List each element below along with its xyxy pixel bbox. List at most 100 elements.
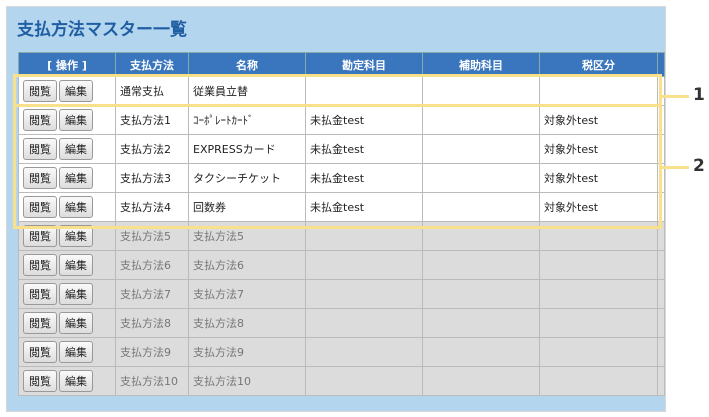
sub-account-cell — [422, 163, 540, 193]
page-title: 支払方法マスター一覧 — [17, 20, 187, 40]
sub-account-cell — [422, 250, 540, 280]
name-cell: 支払方法10 — [188, 366, 306, 396]
edit-button[interactable]: 編集 — [59, 341, 93, 363]
table-row: 閲覧 編集 支払方法10 支払方法10 — [18, 366, 665, 396]
method-cell: 通常支払 — [115, 76, 189, 106]
method-cell: 支払方法3 — [115, 163, 189, 193]
name-cell: EXPRESSカード — [188, 134, 306, 164]
tax-cell — [539, 76, 658, 106]
sub-account-cell — [422, 134, 540, 164]
extra-cell — [657, 279, 665, 309]
extra-cell — [657, 337, 665, 367]
callout-line-2 — [661, 166, 689, 169]
tax-cell — [539, 308, 658, 338]
name-cell: 従業員立替 — [188, 76, 306, 106]
table-row: 閲覧 編集 支払方法7 支払方法7 — [18, 279, 665, 309]
actions-cell: 閲覧 編集 — [18, 105, 116, 135]
view-button[interactable]: 閲覧 — [23, 283, 57, 305]
edit-button[interactable]: 編集 — [59, 254, 93, 276]
actions-cell: 閲覧 編集 — [18, 76, 116, 106]
account-cell — [305, 366, 423, 396]
extra-cell — [657, 308, 665, 338]
account-cell: 未払金test — [305, 134, 423, 164]
extra-cell — [657, 366, 665, 396]
view-button[interactable]: 閲覧 — [23, 254, 57, 276]
highlight-box-1 — [13, 74, 662, 107]
edit-button[interactable]: 編集 — [59, 80, 93, 102]
sub-account-cell — [422, 366, 540, 396]
account-cell — [305, 337, 423, 367]
view-button[interactable]: 閲覧 — [23, 109, 57, 131]
sub-account-cell — [422, 279, 540, 309]
edit-button[interactable]: 編集 — [59, 225, 93, 247]
name-cell: 支払方法7 — [188, 279, 306, 309]
view-button[interactable]: 閲覧 — [23, 370, 57, 392]
view-button[interactable]: 閲覧 — [23, 167, 57, 189]
view-button[interactable]: 閲覧 — [23, 80, 57, 102]
view-button[interactable]: 閲覧 — [23, 196, 57, 218]
sub-account-cell — [422, 76, 540, 106]
tax-cell: 対象外test — [539, 134, 658, 164]
column-header: [ 操作 ] — [18, 52, 116, 77]
column-header: 勘定科目 — [305, 52, 423, 77]
view-button[interactable]: 閲覧 — [23, 225, 57, 247]
sub-account-cell — [422, 308, 540, 338]
sub-account-cell — [422, 192, 540, 222]
method-cell: 支払方法6 — [115, 250, 189, 280]
view-button[interactable]: 閲覧 — [23, 312, 57, 334]
name-cell: タクシーチケット — [188, 163, 306, 193]
name-cell: 支払方法9 — [188, 337, 306, 367]
method-cell: 支払方法9 — [115, 337, 189, 367]
column-header: 税区分 — [539, 52, 658, 77]
table-row: 閲覧 編集 支払方法1 ｺｰﾎﾟﾚｰﾄｶｰﾄﾞ 未払金test 対象外test — [18, 105, 665, 135]
column-header: 補助科目 — [422, 52, 540, 77]
column-header: 名称 — [188, 52, 306, 77]
method-cell: 支払方法4 — [115, 192, 189, 222]
tax-cell — [539, 279, 658, 309]
method-cell: 支払方法10 — [115, 366, 189, 396]
name-cell: 支払方法6 — [188, 250, 306, 280]
view-button[interactable]: 閲覧 — [23, 341, 57, 363]
actions-cell: 閲覧 編集 — [18, 250, 116, 280]
edit-button[interactable]: 編集 — [59, 283, 93, 305]
actions-cell: 閲覧 編集 — [18, 308, 116, 338]
account-cell: 未払金test — [305, 163, 423, 193]
name-cell: 支払方法8 — [188, 308, 306, 338]
name-cell: 回数券 — [188, 192, 306, 222]
edit-button[interactable]: 編集 — [59, 370, 93, 392]
method-cell: 支払方法2 — [115, 134, 189, 164]
edit-button[interactable]: 編集 — [59, 109, 93, 131]
sub-account-cell — [422, 337, 540, 367]
tax-cell — [539, 337, 658, 367]
callout-line-1 — [661, 95, 689, 98]
account-cell — [305, 279, 423, 309]
list-panel: 支払方法マスター一覧 [ 操作 ] 支払方法 名称 勘定科目 補助科目 税区分 閲覧 編集 … — [6, 6, 666, 412]
actions-cell: 閲覧 編集 — [18, 279, 116, 309]
table-row: 閲覧 編集 通常支払 従業員立替 — [18, 76, 665, 106]
edit-button[interactable]: 編集 — [59, 138, 93, 160]
tax-cell: 対象外test — [539, 192, 658, 222]
table-row: 閲覧 編集 支払方法9 支払方法9 — [18, 337, 665, 367]
extra-cell — [657, 250, 665, 280]
edit-button[interactable]: 編集 — [59, 167, 93, 189]
callout-1: 1 — [693, 85, 705, 105]
highlight-box-2 — [13, 104, 662, 229]
tax-cell — [539, 250, 658, 280]
edit-button[interactable]: 編集 — [59, 196, 93, 218]
actions-cell: 閲覧 編集 — [18, 337, 116, 367]
actions-cell: 閲覧 編集 — [18, 366, 116, 396]
method-cell: 支払方法8 — [115, 308, 189, 338]
account-cell: 未払金test — [305, 192, 423, 222]
edit-button[interactable]: 編集 — [59, 312, 93, 334]
account-cell — [305, 308, 423, 338]
column-header: 支払方法 — [115, 52, 189, 77]
callout-2: 2 — [693, 156, 705, 176]
column-header — [657, 52, 665, 77]
name-cell: ｺｰﾎﾟﾚｰﾄｶｰﾄﾞ — [188, 105, 306, 135]
table-row: 閲覧 編集 支払方法2 EXPRESSカード 未払金test 対象外test — [18, 134, 665, 164]
tax-cell — [539, 366, 658, 396]
account-cell: 未払金test — [305, 105, 423, 135]
table-row: 閲覧 編集 支払方法6 支払方法6 — [18, 250, 665, 280]
account-cell — [305, 250, 423, 280]
view-button[interactable]: 閲覧 — [23, 138, 57, 160]
